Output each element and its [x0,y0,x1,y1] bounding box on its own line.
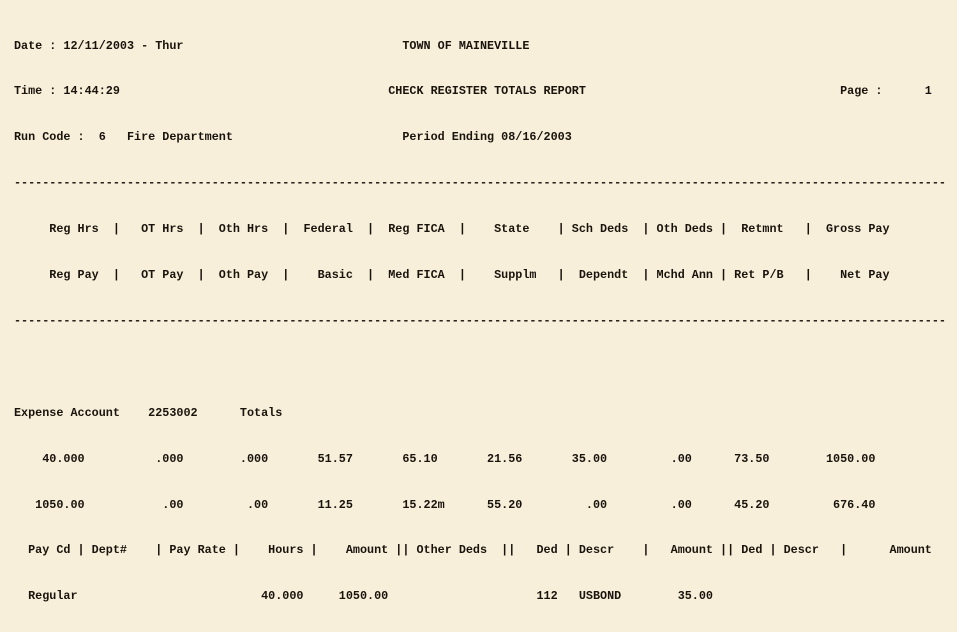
check-register-report: Date : 12/11/2003 - Thur TOWN OF MAINEVI… [14,8,946,632]
pay-detail-header-line: Pay Cd | Dept# | Pay Rate | Hours | Amou… [14,543,932,558]
report-meta-line: Time : 14:44:29 CHECK REGISTER TOTALS RE… [14,84,932,99]
section-title-line: Expense Account 2253002 Totals [14,405,283,420]
column-header-line: Reg Pay | OT Pay | Oth Pay | Basic | Med… [14,268,890,283]
totals-row-line: 1050.00 .00 .00 11.25 15.22m 55.20 .00 .… [14,497,876,512]
blank-line [14,360,946,375]
totals-row-line: 40.000 .000 .000 51.57 65.10 21.56 35.00… [14,451,876,466]
pay-detail-row-line: Regular 40.000 1050.00 112 USBOND 35.00 [14,589,713,604]
report-meta-line: Date : 12/11/2003 - Thur TOWN OF MAINEVI… [14,38,530,53]
divider-line: ----------------------------------------… [14,176,946,191]
divider-line: ----------------------------------------… [14,313,946,328]
report-meta-line: Run Code : 6 Fire Department Period Endi… [14,130,572,145]
column-header-line: Reg Hrs | OT Hrs | Oth Hrs | Federal | R… [14,222,890,237]
